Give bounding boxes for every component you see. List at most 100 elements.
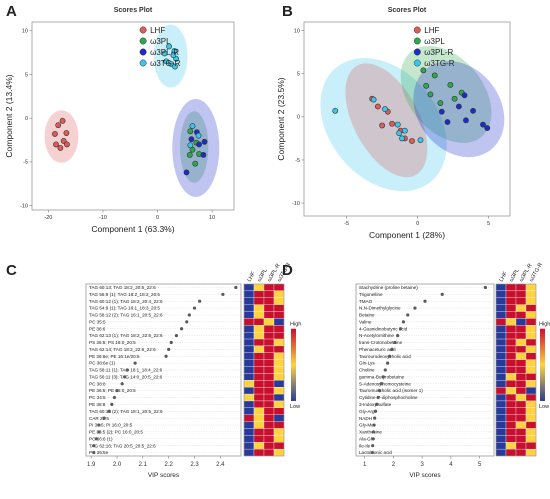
data-point (172, 63, 178, 70)
feature-label: TAG 58:12 (2); TAG 16:1_20:5_22:6 (89, 313, 163, 318)
data-point (401, 127, 408, 134)
heatmap-cell (273, 359, 285, 367)
heatmap-cell (273, 311, 285, 319)
heatmap-cell (263, 380, 275, 388)
data-point (399, 135, 405, 142)
heatmap-cell (505, 311, 517, 319)
legend-label: ω3TG-R (424, 59, 454, 68)
data-point (437, 100, 444, 106)
vip-point (169, 340, 173, 345)
heatmap-cell (495, 380, 507, 388)
heatmap-cell (263, 373, 275, 381)
heatmap-cell (525, 297, 537, 305)
confidence-ellipse-w3pl-r (172, 98, 220, 197)
feature-label: TAG 60:12 (2); TAG 18:1_20:5_22:6 (89, 409, 163, 414)
x-tick-label: 0 (416, 221, 419, 227)
heatmap-cell (525, 442, 537, 450)
legend-marker (413, 59, 421, 67)
heatmap-cell (263, 428, 275, 436)
heatmap-cell (253, 428, 265, 436)
heatmap-cell (253, 311, 265, 319)
vip-point (97, 423, 101, 427)
x-tick-label: -5 (344, 221, 349, 227)
heatmap-cell (495, 448, 507, 457)
vip-point (406, 313, 410, 317)
y-tick-label: 0 (25, 116, 28, 122)
legend-marker (413, 48, 421, 56)
vip-point (372, 423, 376, 427)
heatmap-cell (515, 345, 527, 353)
vip-point (221, 292, 225, 296)
heatmap-cell (515, 421, 527, 429)
heatmap-cell (495, 318, 507, 326)
heatmap-cell (253, 359, 265, 367)
heatmap-cell (253, 407, 265, 415)
legend-marker (139, 48, 147, 56)
data-point (484, 125, 491, 131)
heatmap-cell (505, 421, 517, 429)
feature-label: N,N-Dimethylglycine (359, 306, 401, 311)
heatmap-cell (243, 283, 255, 292)
vip-point (179, 327, 184, 331)
heatmap-cell (515, 325, 527, 333)
heatmap-cell (263, 352, 275, 360)
vip-point (375, 402, 379, 406)
heatmap-cell (525, 380, 537, 388)
feature-label: PC 38:8 (89, 381, 106, 386)
heatmap-cell (515, 290, 527, 298)
heatmap-cell (253, 325, 265, 333)
legend-label: LHF (424, 26, 439, 35)
data-point (379, 122, 386, 129)
vip-point (390, 347, 394, 351)
vip-point (133, 361, 137, 365)
feature-label: PE 38:8 (89, 402, 106, 407)
panel-label: B (282, 3, 293, 20)
heatmap-cell (515, 311, 527, 319)
feature-label: PE 36:6e; PE 16:1e/20:5 (89, 354, 140, 359)
heatmap-cell (273, 304, 285, 312)
y-tick-label: -10 (292, 201, 300, 207)
feature-label: Taurourodeoxycholic acid (359, 354, 411, 359)
heatmap-cell (515, 318, 527, 326)
heatmap-cell (525, 311, 537, 319)
color-legend-low: Low (539, 404, 549, 410)
feature-label: TAG 62:13 (1); TAG 18:2_22:5_22:6 (89, 333, 163, 338)
heatmap-cell (253, 290, 265, 298)
heatmap-cell (505, 325, 517, 333)
data-point (166, 43, 172, 50)
data-point (461, 92, 468, 99)
data-point (195, 132, 202, 139)
heatmap-cell (525, 366, 537, 374)
confidence-ellipse-lhf (44, 110, 79, 163)
data-point (196, 141, 202, 148)
legend-marker (139, 26, 147, 34)
feature-label: 4-Guanidinobutyric acid (359, 326, 408, 331)
panel-b: B Scores Plot -5 0 5 -10 -5 0 5 10 Component 1 (28… (276, 3, 511, 240)
plot-area (31, 21, 235, 211)
heatmap-cell (525, 318, 537, 326)
heatmap-cell (243, 311, 255, 319)
data-point (455, 103, 462, 110)
x-axis-label: VIP scores (148, 472, 180, 479)
heatmap-cell (505, 442, 517, 450)
heatmap-cell (243, 380, 255, 388)
vip-point (396, 334, 400, 338)
data-point (420, 67, 427, 74)
vip-point (107, 409, 111, 413)
heatmap-cell (253, 393, 265, 402)
heatmap-cell (495, 325, 507, 333)
feature-label: S-Adenosylhomocysteine (359, 381, 411, 386)
x-tick-label: -10 (99, 215, 107, 221)
y-tick-label: 5 (297, 72, 300, 78)
heatmap-cell (243, 435, 255, 443)
feature-label: PC 35:5 (89, 319, 106, 324)
data-point (394, 121, 401, 128)
heatmap-cell (505, 345, 517, 353)
heatmap-cell (525, 338, 537, 347)
heatmap-cell (273, 428, 285, 436)
heatmap-cell (515, 297, 527, 305)
x-tick-label: 0 (156, 215, 159, 221)
data-point (186, 152, 193, 158)
feature-label: TAG 62:14; TAG 18:2_22:6_22:6 (89, 347, 156, 352)
vip-point (373, 416, 377, 420)
